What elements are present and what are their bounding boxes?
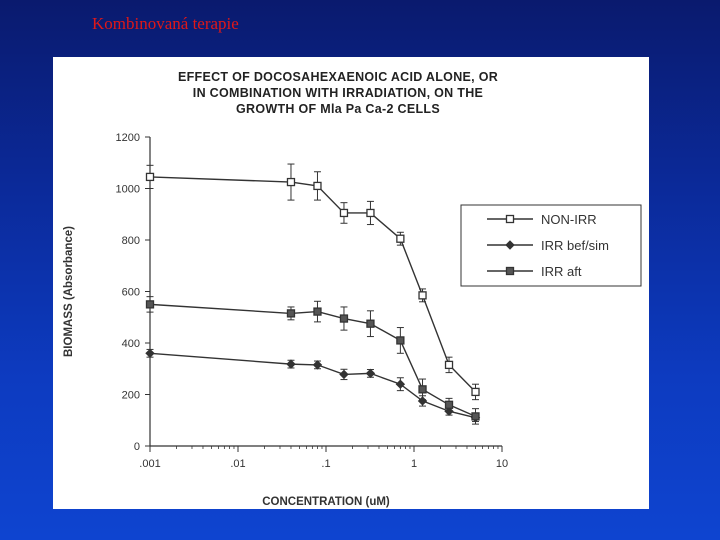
data-point-2-6 xyxy=(418,385,427,394)
y-tick-label-600: 600 xyxy=(122,287,140,299)
legend-marker-0 xyxy=(505,214,515,224)
y-axis-label: BIOMASS (Absorbance) xyxy=(63,226,75,357)
data-point-2-7 xyxy=(444,400,454,409)
slide-title: Kombinovaná terapie xyxy=(92,14,239,33)
data-point-0-8 xyxy=(471,387,480,397)
data-point-2-5 xyxy=(396,336,405,345)
data-point-2-1 xyxy=(286,309,296,318)
y-tick-label-1200: 1200 xyxy=(116,132,140,144)
data-point-2-0 xyxy=(145,300,155,309)
x-tick-label: 1 xyxy=(411,458,417,470)
chart-svg: 0 200 400 600 800 1000 1200 .001 .01 .1 1 10 CONCENT… xyxy=(63,132,642,508)
legend-marker-1 xyxy=(505,240,515,250)
series-line-1 xyxy=(149,352,476,419)
x-tick-label: .1 xyxy=(321,458,330,470)
data-point-1-4 xyxy=(365,368,376,379)
series-line-0 xyxy=(149,176,477,393)
data-point-0-1 xyxy=(286,177,296,187)
data-point-0-6 xyxy=(418,291,427,300)
data-point-0-2 xyxy=(313,181,322,191)
legend-label-2: IRR aft xyxy=(541,264,582,279)
data-point-2-2 xyxy=(313,307,322,316)
data-point-2-4 xyxy=(366,319,375,328)
y-tick-label-0: 0 xyxy=(134,441,140,453)
data-point-1-2 xyxy=(312,360,323,370)
data-point-1-5 xyxy=(395,379,406,389)
chart-title-line-2: IN COMBINATION WITH IRRADIATION, ON THE xyxy=(192,86,484,100)
data-point-2-3 xyxy=(339,314,349,323)
data-point-1-3 xyxy=(339,369,349,380)
y-tick-label-800: 800 xyxy=(122,235,140,247)
legend-marker-2 xyxy=(505,266,515,276)
data-point-1-0 xyxy=(145,348,155,359)
y-tick-label-200: 200 xyxy=(122,390,140,402)
chart-title-line-3: GROWTH OF Mla Pa Ca-2 CELLS xyxy=(236,102,440,116)
chart-title: EFFECT OF DOCOSAHEXAENOIC ACID ALONE, OR… xyxy=(138,69,538,117)
data-point-0-7 xyxy=(444,360,454,370)
y-tick-label-1000: 1000 xyxy=(116,184,140,196)
series-line-2 xyxy=(149,303,476,418)
x-tick-label: .001 xyxy=(139,458,160,470)
x-axis-label: CONCENTRATION (uM) xyxy=(262,496,390,508)
y-tick-label-400: 400 xyxy=(122,338,140,350)
data-point-0-4 xyxy=(366,208,375,218)
legend-label-0: NON-IRR xyxy=(541,212,597,227)
data-point-0-0 xyxy=(145,172,155,182)
data-point-0-3 xyxy=(339,208,349,218)
chart-figure: EFFECT OF DOCOSAHEXAENOIC ACID ALONE, OR… xyxy=(53,57,649,509)
data-point-2-8 xyxy=(471,412,480,421)
chart-title-line-1: EFFECT OF DOCOSAHEXAENOIC ACID ALONE, OR xyxy=(177,70,499,84)
x-tick-label: .01 xyxy=(230,458,245,470)
data-point-1-1 xyxy=(286,359,296,369)
legend-label-1: IRR bef/sim xyxy=(541,238,609,253)
data-point-0-5 xyxy=(396,234,405,243)
x-tick-label: 10 xyxy=(496,458,508,470)
